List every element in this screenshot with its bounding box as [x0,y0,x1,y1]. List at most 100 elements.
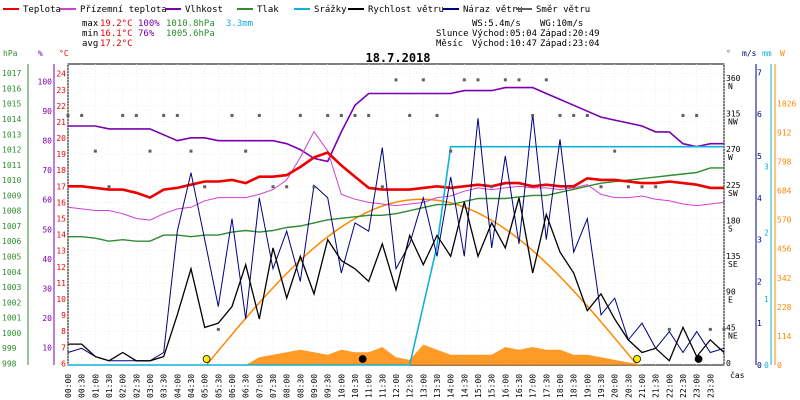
temp-tick: 13 [56,247,66,256]
time-tick: 08:00 [283,374,292,398]
ms-tick: 4 [757,194,762,203]
left-axes: 1017101610151014101310121011101010091008… [2,64,66,368]
temp-tick: 8 [61,327,66,336]
wind-direction-marker [462,78,466,82]
time-tick: 22:30 [679,374,688,398]
wind-direction-marker [613,149,617,153]
time-tick: 14:30 [460,374,469,398]
temp-tick: 20 [56,134,66,143]
temp-tick: 6 [61,359,66,368]
hpa-tick: 1009 [2,191,21,200]
time-tick: 15:30 [488,374,497,398]
wind-gust-line [67,114,725,362]
legend-label: Směr větru [536,5,590,15]
wind-direction-marker [339,113,343,117]
sun-radiation-curve [206,198,638,366]
humidity-tick: 80 [42,137,52,146]
temp-tick: 11 [56,279,66,288]
humidity-tick: 70 [42,166,52,175]
wind-direction-marker [216,327,220,331]
time-axis: 00:00 00:30 01:00 01:30 02:00 02:30 03:00 03:30… [64,374,715,398]
temp-unit: °C [59,49,69,58]
humidity-tick: 100 [38,78,53,87]
time-tick: 16:30 [515,374,524,398]
time-tick: 16:00 [501,374,510,398]
direction-cardinal: E [728,296,733,305]
wind-direction-marker [503,78,507,82]
mm-unit: mm [762,49,772,58]
sun-label: Slunce [436,29,469,39]
pct-unit: % [38,49,43,58]
stats-min-label: min [82,29,98,39]
temp-tick: 15 [56,215,66,224]
w-tick: 456 [777,245,792,254]
wind-direction-marker [421,78,425,82]
rain-line [68,145,724,366]
temp-tick: 18 [56,166,66,175]
temperature-line [68,151,724,200]
wind-direction-marker [285,185,289,189]
time-tick: 10:00 [337,374,346,398]
sunset-time: Západ:20:49 [540,29,600,39]
w-tick: 1026 [777,99,796,108]
time-tick: 07:30 [269,374,278,398]
wind-direction-marker [93,149,97,153]
time-tick: 15:00 [474,374,483,398]
hpa-tick: 1006 [2,237,21,246]
time-tick: 12:30 [406,374,415,398]
humidity-tick: 10 [42,343,52,352]
stats-max-press: 1010.8hPa [166,19,215,29]
time-tick: 04:30 [187,374,196,398]
ms-tick: 5 [757,152,762,161]
ground-temperature-line [67,130,725,221]
time-tick: 02:00 [119,374,128,398]
time-tick: 20:30 [624,374,633,398]
wind-direction-marker [722,327,726,331]
humidity-tick: 40 [42,255,52,264]
direction-tick: 0 [726,359,731,368]
ms-tick: 0 [757,361,762,370]
wind-direction-marker [408,113,412,117]
ms-tick: 6 [757,110,762,119]
wind-direction-marker [107,185,111,189]
time-tick: 19:00 [583,374,592,398]
solar-radiation-area [68,344,724,365]
time-tick: 13:30 [433,374,442,398]
hpa-tick: 1002 [2,298,21,307]
moonrise-time: Východ:10:47 [472,39,537,49]
mm-tick: 1 [764,295,769,304]
direction-tick: 135 [726,252,741,261]
time-tick: 17:00 [529,374,538,398]
wind-direction-marker [353,113,357,117]
legend-label: Tlak [257,5,279,15]
w-tick: 342 [777,274,792,283]
wind-direction-marker [244,149,248,153]
ms-tick: 2 [757,277,762,286]
hpa-tick: 1012 [2,146,21,155]
time-tick: 11:30 [378,374,387,398]
wind-direction-marker [490,185,494,189]
stats-avg-label: avg [82,39,98,49]
wind-direction-marker [695,113,699,117]
ms-tick: 3 [757,236,762,245]
wind-direction-marker [708,327,712,331]
wind-direction-marker [394,78,398,82]
legend: Teplota Přízemní teplota Vlhkost Tlak Srážky… [3,5,590,15]
wind-direction-marker [531,113,535,117]
time-tick: 23:00 [693,374,702,398]
time-tick: 00:00 [64,374,73,398]
time-tick: 11:00 [365,374,374,398]
direction-tick: 180 [726,216,741,225]
direction-cardinal: W [728,153,733,162]
wind-direction-marker [148,149,152,153]
ms-tick: 7 [757,68,762,77]
time-tick: 03:00 [146,374,155,398]
temp-tick: 7 [61,343,66,352]
sunrise-time: Východ:05:04 [472,29,537,39]
wind-direction-marker [312,185,316,189]
w-tick: 228 [777,303,792,312]
dir-unit: ° [726,49,731,58]
wind-direction-marker [476,78,480,82]
temp-tick: 24 [56,70,66,79]
wind-direction-marker [162,113,166,117]
